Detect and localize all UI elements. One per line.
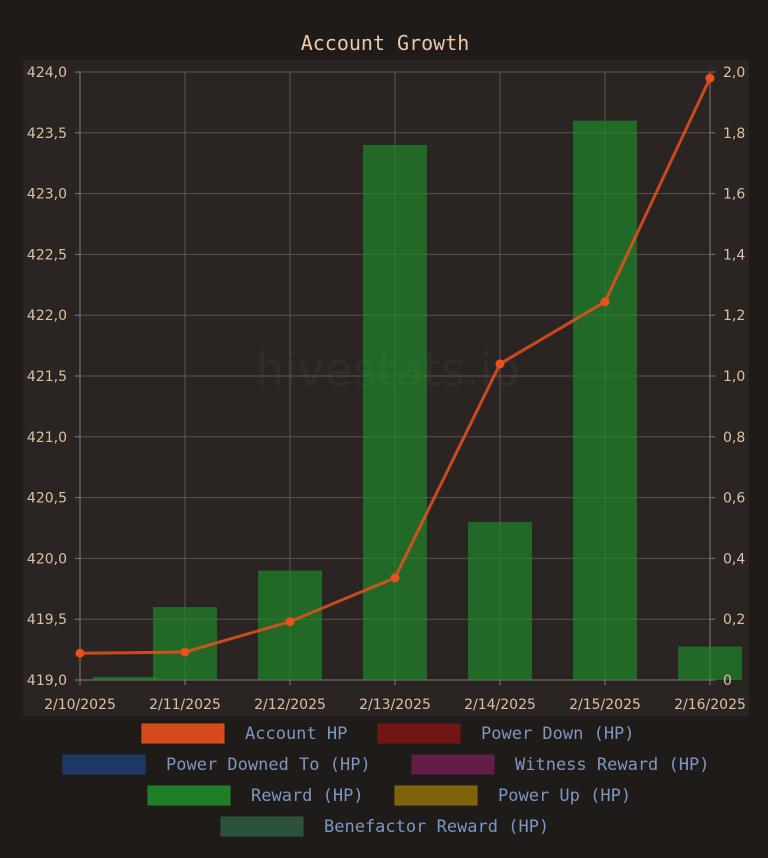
x-tick-label: 2/10/2025 xyxy=(44,697,116,713)
bar-reward xyxy=(363,144,427,680)
right-tick-label: 1,8 xyxy=(723,126,745,142)
left-tick-label: 421,0 xyxy=(27,430,67,446)
legend-label: Power Up (HP) xyxy=(498,786,631,806)
right-tick-label: 0,8 xyxy=(723,430,745,446)
left-tick-label: 420,5 xyxy=(27,491,67,507)
legend: Account HP Power Down (HP) Power Downed To… xyxy=(62,723,709,837)
left-tick-label: 424,0 xyxy=(27,65,67,81)
legend-label: Reward (HP) xyxy=(251,786,364,806)
x-tick-label: 2/16/2025 xyxy=(674,697,746,713)
point-account-hp xyxy=(600,297,610,307)
legend-label: Account HP xyxy=(245,724,347,744)
bar-reward xyxy=(153,607,217,680)
left-tick-label: 423,5 xyxy=(27,126,67,142)
left-tick-label: 422,0 xyxy=(27,308,67,324)
x-tick-label: 2/11/2025 xyxy=(149,697,221,713)
legend-swatch xyxy=(220,816,304,837)
legend-swatch xyxy=(141,723,225,744)
left-tick-label: 419,5 xyxy=(27,612,67,628)
legend-swatch xyxy=(411,754,495,775)
right-tick-label: 0,2 xyxy=(723,612,745,628)
legend-label: Power Downed To (HP) xyxy=(166,755,371,775)
bar-reward xyxy=(468,521,532,680)
right-tick-label: 2,0 xyxy=(723,65,745,81)
right-axis: 0 0,2 0,4 0,6 0,8 1,0 1,2 1,4 1,6 1,8 2,0 xyxy=(710,65,745,689)
bar-reward xyxy=(573,120,637,680)
legend-label: Benefactor Reward (HP) xyxy=(324,817,549,837)
bar-reward xyxy=(678,646,742,680)
left-tick-label: 421,5 xyxy=(27,369,67,385)
legend-swatch xyxy=(147,785,231,806)
right-tick-label: 0,4 xyxy=(723,551,745,567)
x-axis: 2/10/2025 2/11/2025 2/12/2025 2/13/2025 2/14… xyxy=(44,680,746,713)
right-tick-label: 1,6 xyxy=(723,187,745,203)
legend-swatch xyxy=(394,785,478,806)
right-tick-label: 1,0 xyxy=(723,369,745,385)
x-tick-label: 2/13/2025 xyxy=(359,697,431,713)
x-tick-label: 2/12/2025 xyxy=(254,697,326,713)
point-account-hp xyxy=(705,73,715,83)
line-series xyxy=(75,73,715,658)
point-account-hp xyxy=(285,617,295,627)
left-tick-label: 423,0 xyxy=(27,187,67,203)
legend-label: Power Down (HP) xyxy=(481,724,635,744)
right-tick-label: 0 xyxy=(723,673,732,689)
x-tick-label: 2/15/2025 xyxy=(569,697,641,713)
point-account-hp xyxy=(180,647,190,657)
bar-reward xyxy=(93,676,157,680)
legend-swatch xyxy=(377,723,461,744)
left-axis: 419,0 419,5 420,0 420,5 421,0 421,5 422,0 422,5… xyxy=(27,65,80,689)
chart-title: Account Growth xyxy=(301,31,470,55)
right-tick-label: 1,2 xyxy=(723,308,745,324)
left-tick-label: 419,0 xyxy=(27,673,67,689)
legend-swatch xyxy=(62,754,146,775)
legend-label: Witness Reward (HP) xyxy=(515,755,709,775)
x-tick-label: 2/14/2025 xyxy=(464,697,536,713)
right-tick-label: 1,4 xyxy=(723,247,745,263)
left-tick-label: 420,0 xyxy=(27,551,67,567)
right-tick-label: 0,6 xyxy=(723,491,745,507)
point-account-hp xyxy=(390,573,400,583)
left-tick-label: 422,5 xyxy=(27,247,67,263)
point-account-hp xyxy=(495,359,505,369)
point-account-hp xyxy=(75,648,85,658)
